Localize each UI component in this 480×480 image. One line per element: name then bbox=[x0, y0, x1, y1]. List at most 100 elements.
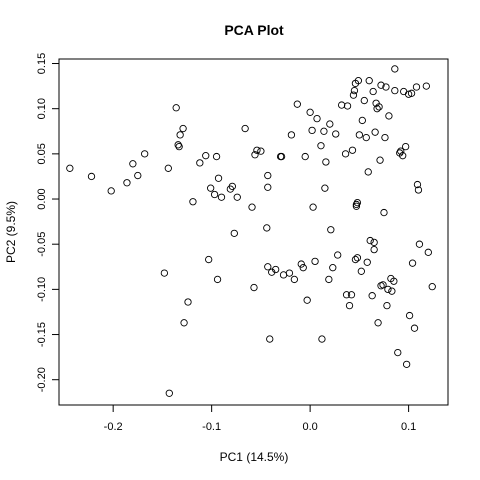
data-point bbox=[179, 124, 187, 133]
data-point bbox=[351, 255, 360, 264]
data-point bbox=[299, 264, 307, 272]
data-point bbox=[176, 131, 184, 139]
data-point bbox=[266, 335, 274, 343]
data-point bbox=[364, 168, 372, 176]
data-point bbox=[349, 91, 358, 99]
data-point bbox=[388, 287, 396, 295]
data-point bbox=[87, 172, 96, 181]
data-point bbox=[228, 182, 236, 191]
data-point bbox=[326, 120, 334, 128]
data-point bbox=[410, 324, 419, 332]
data-point bbox=[329, 264, 337, 272]
data-point bbox=[264, 171, 272, 180]
data-point bbox=[212, 152, 221, 161]
data-point bbox=[363, 258, 371, 266]
data-point bbox=[293, 100, 301, 108]
x-tick-label: -0.1 bbox=[202, 421, 221, 433]
data-point bbox=[180, 319, 188, 327]
data-point bbox=[248, 203, 256, 211]
data-point bbox=[196, 159, 204, 167]
data-point bbox=[287, 131, 296, 139]
data-point bbox=[172, 104, 180, 112]
data-point bbox=[342, 291, 351, 299]
data-point bbox=[381, 133, 389, 142]
data-point bbox=[370, 245, 378, 254]
data-point bbox=[354, 77, 363, 85]
data-point bbox=[205, 255, 213, 264]
y-tick-label: 0.00 bbox=[36, 188, 48, 209]
data-point bbox=[374, 319, 382, 327]
data-point bbox=[257, 147, 265, 155]
data-point bbox=[175, 142, 183, 151]
data-point bbox=[320, 127, 328, 135]
data-point bbox=[360, 96, 368, 105]
data-point bbox=[385, 112, 393, 120]
data-point bbox=[263, 224, 271, 232]
data-point bbox=[415, 240, 424, 248]
data-point bbox=[164, 164, 172, 172]
data-point bbox=[358, 116, 366, 125]
data-point bbox=[412, 83, 421, 91]
data-point bbox=[309, 203, 317, 211]
data-point bbox=[277, 152, 286, 161]
data-point bbox=[376, 156, 384, 164]
data-point bbox=[334, 251, 342, 259]
data-point bbox=[428, 283, 436, 291]
data-point bbox=[365, 77, 373, 85]
data-point bbox=[210, 190, 219, 199]
data-point bbox=[345, 301, 354, 310]
x-tick-label: 0.0 bbox=[302, 421, 317, 433]
data-point bbox=[383, 301, 391, 310]
data-point bbox=[373, 105, 381, 113]
y-axis: -0.20 -0.15 -0.10 -0.05 0.00 0.05 0.10 0.15 bbox=[36, 53, 59, 392]
data-point bbox=[107, 187, 115, 195]
data-point bbox=[375, 103, 383, 111]
data-point bbox=[366, 236, 374, 245]
data-point bbox=[402, 360, 411, 368]
data-point bbox=[123, 179, 131, 187]
data-point bbox=[348, 146, 357, 154]
data-point bbox=[322, 158, 330, 166]
data-point bbox=[160, 269, 169, 277]
data-point bbox=[355, 131, 364, 139]
data-point bbox=[352, 200, 361, 209]
plot-area bbox=[58, 58, 449, 406]
data-point bbox=[250, 283, 258, 292]
data-point bbox=[184, 298, 192, 306]
data-point bbox=[272, 265, 280, 274]
data-point bbox=[141, 150, 149, 158]
data-point bbox=[66, 164, 74, 172]
data-point bbox=[202, 152, 210, 160]
data-point bbox=[230, 229, 238, 238]
chart-title: PCA Plot bbox=[224, 22, 284, 38]
x-tick-label: -0.2 bbox=[104, 421, 123, 433]
y-tick-label: -0.05 bbox=[36, 232, 48, 257]
data-point bbox=[353, 254, 362, 262]
data-point bbox=[357, 267, 365, 275]
y-tick-label: 0.10 bbox=[36, 98, 48, 119]
data-point bbox=[325, 275, 333, 284]
data-point bbox=[264, 183, 272, 191]
data-point bbox=[214, 174, 223, 182]
data-point bbox=[391, 65, 399, 73]
data-point bbox=[391, 86, 399, 95]
data-point bbox=[285, 269, 294, 277]
data-point bbox=[377, 81, 385, 89]
data-point bbox=[207, 184, 215, 192]
data-point bbox=[384, 285, 392, 294]
data-point bbox=[306, 108, 314, 116]
y-tick-label: 0.15 bbox=[36, 53, 48, 74]
data-point bbox=[397, 147, 405, 155]
data-point bbox=[129, 160, 137, 168]
data-point bbox=[251, 151, 259, 159]
data-point bbox=[362, 133, 370, 142]
data-point bbox=[414, 186, 423, 194]
data-point bbox=[341, 150, 350, 158]
data-point bbox=[370, 238, 378, 247]
data-point bbox=[189, 198, 197, 206]
data-point bbox=[213, 275, 222, 284]
y-axis-label: PC2 (9.5%) bbox=[4, 201, 18, 263]
data-point bbox=[382, 83, 390, 91]
data-point bbox=[165, 389, 173, 397]
